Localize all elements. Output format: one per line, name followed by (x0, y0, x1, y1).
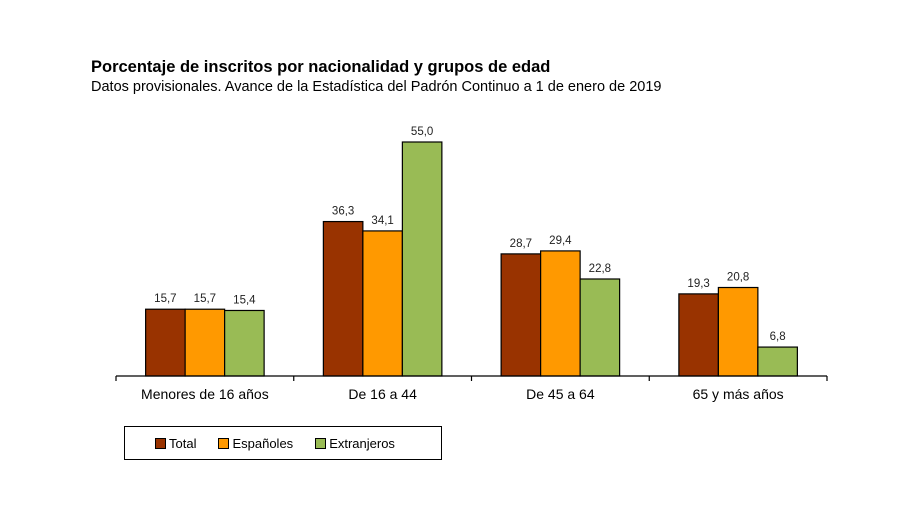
labels-layer: 15,7 15,7 15,4 Menores de 16 años 36,3 34,1 55… (141, 126, 786, 402)
data-label: 22,8 (589, 263, 611, 275)
bar (540, 250, 581, 377)
bar (362, 230, 403, 377)
data-label: 19,3 (687, 278, 709, 290)
data-label: 15,4 (233, 294, 256, 306)
bar (500, 253, 542, 377)
legend-label-espanoles: Españoles (232, 435, 294, 451)
x-tick-label: Menores de 16 años (141, 386, 269, 402)
bar (717, 286, 759, 377)
data-label: 34,1 (371, 215, 393, 227)
data-label: 6,8 (770, 331, 786, 343)
x-tick-label: De 45 a 64 (526, 386, 595, 402)
bar (184, 308, 226, 377)
bar (224, 309, 265, 377)
legend-item-extranjeros: Extranjeros (315, 436, 395, 451)
data-label: 29,4 (549, 235, 572, 247)
x-tick-label: 65 y más años (693, 386, 784, 402)
bars-layer (145, 141, 798, 377)
legend-swatch-extranjeros (315, 437, 327, 449)
data-label: 36,3 (332, 206, 354, 218)
chart-subtitle: Datos provisionales. Avance de la Estadí… (91, 79, 662, 95)
legend-label-total: Total (169, 435, 197, 451)
bar (322, 220, 364, 377)
x-axis (115, 375, 828, 381)
legend-swatch-espanoles (218, 437, 230, 449)
legend: Total Españoles Extranjeros (124, 426, 442, 460)
data-label: 20,8 (727, 272, 749, 284)
legend-swatch-total (155, 437, 166, 449)
legend-item-espanoles: Españoles (218, 436, 293, 451)
x-tick-label: De 16 a 44 (348, 386, 417, 402)
bar (145, 308, 186, 377)
data-label: 15,7 (154, 293, 176, 305)
legend-label-extranjeros: Extranjeros (329, 435, 395, 451)
chart-title: Porcentaje de inscritos por nacionalidad… (91, 58, 551, 76)
data-label: 15,7 (194, 293, 216, 305)
bar (757, 346, 798, 377)
bar (401, 141, 443, 377)
data-label: 55,0 (411, 126, 433, 138)
data-label: 28,7 (510, 238, 532, 250)
legend-item-total: Total (155, 436, 196, 451)
bar (579, 278, 621, 377)
bar (678, 293, 719, 377)
